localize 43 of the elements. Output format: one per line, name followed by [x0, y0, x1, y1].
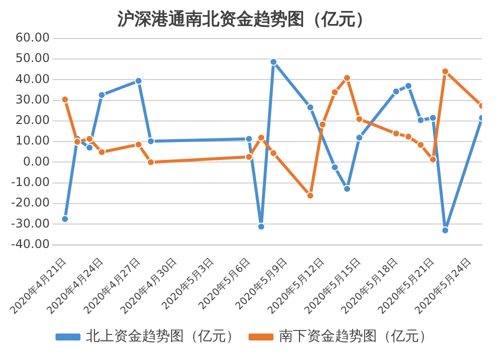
point: [441, 226, 450, 234]
point: [441, 67, 450, 76]
y-tick-label: 10.00: [15, 134, 50, 148]
point: [404, 82, 412, 90]
point: [60, 96, 69, 104]
y-tick-label: -10.00: [11, 175, 50, 190]
y-tick-label: -40.00: [11, 236, 50, 251]
chart-title: 沪深港通南北资金趋势图（亿元）: [116, 10, 372, 30]
point: [134, 140, 143, 148]
legend-label: 南下资金趋势图（亿元）: [279, 328, 433, 345]
point: [146, 158, 155, 166]
point: [355, 115, 364, 124]
point: [98, 148, 106, 156]
point: [73, 138, 82, 146]
y-tick-label: 20.00: [15, 113, 50, 128]
point: [416, 140, 425, 149]
point: [306, 192, 314, 200]
point: [404, 132, 412, 141]
point: [428, 114, 437, 122]
point: [244, 152, 253, 161]
y-tick-label: 0.00: [23, 154, 50, 168]
point: [343, 74, 352, 82]
y-tick-label: 60.00: [15, 30, 50, 45]
legend-label: 北上资金趋势图（亿元）: [86, 328, 240, 345]
point: [428, 156, 437, 164]
point: [86, 134, 94, 143]
y-tick-label: 40.00: [15, 72, 50, 86]
point: [416, 116, 425, 124]
point: [355, 134, 364, 142]
y-tick-label: -20.00: [11, 196, 50, 210]
point: [134, 76, 143, 85]
point: [306, 103, 314, 112]
y-tick-label: 50.00: [15, 51, 50, 66]
point: [330, 88, 339, 96]
point: [330, 163, 339, 172]
y-tick-label: -30.00: [11, 216, 50, 230]
point: [146, 137, 155, 146]
y-tick-label: 30.00: [15, 92, 50, 106]
point: [257, 134, 266, 142]
point: [257, 222, 266, 231]
point: [343, 184, 352, 193]
point: [244, 134, 253, 143]
point: [269, 149, 278, 158]
